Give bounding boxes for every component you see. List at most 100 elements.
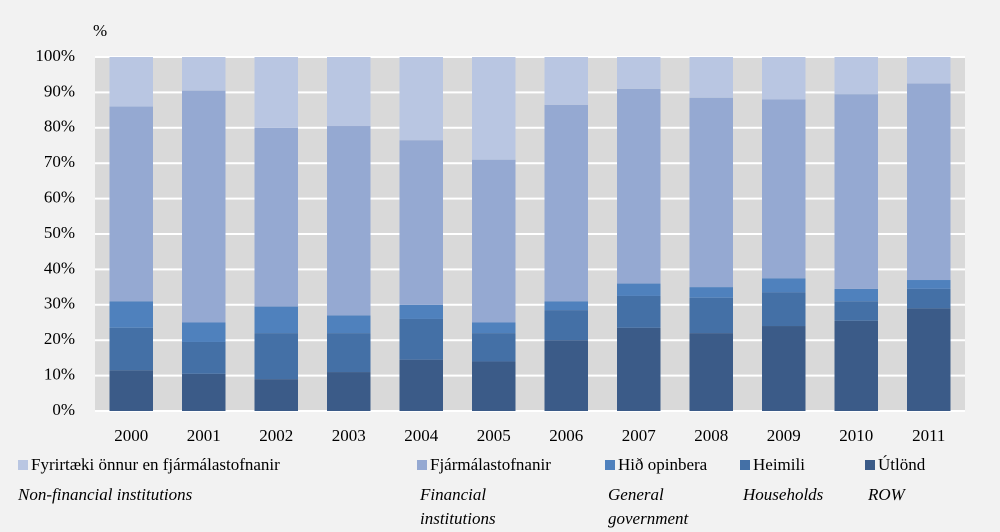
bar-segment: [907, 308, 951, 411]
x-tick-label: 2009: [767, 426, 801, 445]
bar-segment: [182, 90, 226, 323]
bar-segment: [834, 301, 878, 321]
bar-segment: [472, 57, 516, 160]
x-tick-label: 2005: [477, 426, 511, 445]
x-tick-label: 2010: [839, 426, 873, 445]
bar-segment: [472, 361, 516, 411]
y-tick-label: 30%: [44, 294, 75, 313]
bar-segment: [689, 97, 733, 288]
bar-segment: [907, 280, 951, 289]
bar-segment: [327, 315, 371, 334]
bar-segment: [254, 127, 298, 307]
bar-segment: [399, 304, 443, 319]
y-tick-label: 50%: [44, 223, 75, 242]
bar-segment: [254, 333, 298, 380]
bar-segment: [689, 57, 733, 98]
legend-swatch: [417, 460, 427, 470]
bar-segment: [907, 288, 951, 309]
bar-segment: [544, 57, 588, 105]
bar-segment: [254, 306, 298, 334]
bar-segment: [762, 278, 806, 293]
bar-segment: [689, 287, 733, 298]
legend-label: Hið opinbera: [618, 455, 708, 474]
bar-segment: [617, 57, 661, 89]
legend-swatch: [605, 460, 615, 470]
bar-segment: [109, 370, 153, 411]
bar-segment: [834, 320, 878, 411]
bar-segment: [762, 99, 806, 279]
y-tick-label: 40%: [44, 258, 75, 277]
bar-segment: [834, 94, 878, 289]
y-tick-label: 20%: [44, 329, 75, 348]
legend-label: Útlönd: [878, 455, 926, 474]
legend-label-en: Non-financial institutions: [17, 485, 193, 504]
bar-segment: [617, 88, 661, 284]
bar-segment: [907, 57, 951, 84]
bar-segment: [182, 373, 226, 411]
bar-segment: [544, 340, 588, 411]
legend-label-en: Financial institutions: [419, 485, 496, 528]
bar-segment: [399, 359, 443, 411]
bar-segment: [254, 379, 298, 411]
legend-label: Fjármálastofnanir: [430, 455, 551, 474]
bar-segment: [544, 310, 588, 341]
x-tick-label: 2002: [259, 426, 293, 445]
bar-segment: [109, 327, 153, 371]
x-tick-label: 2011: [912, 426, 945, 445]
bar-segment: [254, 57, 298, 128]
bar-segment: [109, 301, 153, 328]
y-tick-label: 80%: [44, 117, 75, 136]
bar-segment: [327, 57, 371, 127]
bar-segment: [399, 318, 443, 360]
x-tick-label: 2004: [404, 426, 439, 445]
bar-segment: [399, 140, 443, 305]
bar-segment: [109, 57, 153, 107]
y-axis-label: %: [93, 21, 107, 40]
bar-segment: [544, 301, 588, 311]
legend-swatch: [865, 460, 875, 470]
bar-segment: [544, 104, 588, 302]
bar-segment: [617, 295, 661, 328]
legend-label-en: Households: [742, 485, 824, 504]
legend-swatch: [18, 460, 28, 470]
y-tick-label: 10%: [44, 365, 75, 384]
x-tick-label: 2008: [694, 426, 728, 445]
x-tick-label: 2000: [114, 426, 148, 445]
bar-segment: [327, 372, 371, 411]
bar-segment: [762, 292, 806, 327]
bar-segment: [617, 327, 661, 411]
bar-segment: [689, 297, 733, 334]
bar-segment: [109, 106, 153, 302]
y-tick-label: 100%: [35, 46, 75, 65]
bar-segment: [182, 322, 226, 342]
bar-segment: [182, 341, 226, 374]
legend-swatch: [740, 460, 750, 470]
bar-segment: [762, 326, 806, 411]
bar-segment: [617, 283, 661, 296]
bar-segment: [399, 57, 443, 141]
bar-segment: [834, 57, 878, 95]
y-tick-label: 0%: [52, 400, 75, 419]
bar-segment: [472, 333, 516, 362]
legend-label-en: ROW: [867, 485, 907, 504]
bar-segment: [689, 333, 733, 411]
legend-label: Fyrirtæki önnur en fjármálastofnanir: [31, 455, 280, 474]
x-tick-label: 2007: [622, 426, 657, 445]
legend-label-en: General government: [608, 485, 690, 528]
bar-segment: [907, 83, 951, 281]
y-tick-label: 90%: [44, 81, 75, 100]
x-tick-label: 2001: [187, 426, 221, 445]
bar-segment: [472, 322, 516, 334]
bar-segment: [327, 333, 371, 373]
y-tick-label: 70%: [44, 152, 75, 171]
bar-segment: [182, 57, 226, 91]
bar-segment: [834, 288, 878, 302]
y-tick-label: 60%: [44, 188, 75, 207]
legend-label: Heimili: [753, 455, 805, 474]
x-tick-label: 2006: [549, 426, 583, 445]
x-tick-label: 2003: [332, 426, 366, 445]
bar-segment: [762, 57, 806, 100]
bar-segment: [472, 159, 516, 323]
bar-segment: [327, 126, 371, 316]
